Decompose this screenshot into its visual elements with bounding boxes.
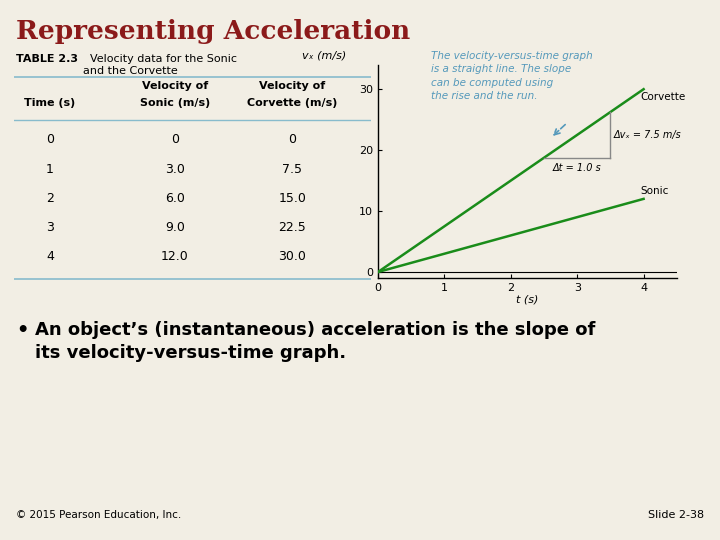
Text: 3.0: 3.0 <box>165 163 185 176</box>
Text: Δt = 1.0 s: Δt = 1.0 s <box>553 163 602 173</box>
Text: Corvette: Corvette <box>640 92 685 102</box>
Text: Time (s): Time (s) <box>24 98 76 108</box>
Text: 6.0: 6.0 <box>165 192 185 205</box>
Text: Δvₓ = 7.5 m/s: Δvₓ = 7.5 m/s <box>613 130 681 140</box>
Text: Slide 2-38: Slide 2-38 <box>648 510 704 521</box>
X-axis label: t (s): t (s) <box>516 294 539 305</box>
Text: 0: 0 <box>289 133 297 146</box>
Text: © 2015 Pearson Education, Inc.: © 2015 Pearson Education, Inc. <box>16 510 181 521</box>
Text: Sonic: Sonic <box>640 186 669 196</box>
Y-axis label: vₓ (m/s): vₓ (m/s) <box>302 51 346 60</box>
Text: 9.0: 9.0 <box>165 221 185 234</box>
Text: 15.0: 15.0 <box>279 192 306 205</box>
Text: Velocity of: Velocity of <box>142 81 208 91</box>
Text: 7.5: 7.5 <box>282 163 302 176</box>
Text: 30.0: 30.0 <box>279 250 306 263</box>
Text: Velocity data for the Sonic
and the Corvette: Velocity data for the Sonic and the Corv… <box>83 54 237 76</box>
Text: Representing Acceleration: Representing Acceleration <box>16 19 410 44</box>
Text: 22.5: 22.5 <box>279 221 306 234</box>
Text: 3: 3 <box>46 221 54 234</box>
Text: Corvette (m/s): Corvette (m/s) <box>247 98 338 108</box>
Text: 0: 0 <box>46 133 54 146</box>
Text: An object’s (instantaneous) acceleration is the slope of
its velocity-versus-tim: An object’s (instantaneous) acceleration… <box>35 321 595 362</box>
Text: •: • <box>16 321 28 340</box>
Text: 4: 4 <box>46 250 54 263</box>
Text: 12.0: 12.0 <box>161 250 189 263</box>
Text: 0: 0 <box>171 133 179 146</box>
Text: Velocity of: Velocity of <box>259 81 325 91</box>
Text: 1: 1 <box>46 163 54 176</box>
Text: The velocity-versus-time graph
is a straight line. The slope
can be computed usi: The velocity-versus-time graph is a stra… <box>431 51 593 101</box>
Text: TABLE 2.3: TABLE 2.3 <box>16 54 78 64</box>
Text: Sonic (m/s): Sonic (m/s) <box>140 98 210 108</box>
Text: 2: 2 <box>46 192 54 205</box>
